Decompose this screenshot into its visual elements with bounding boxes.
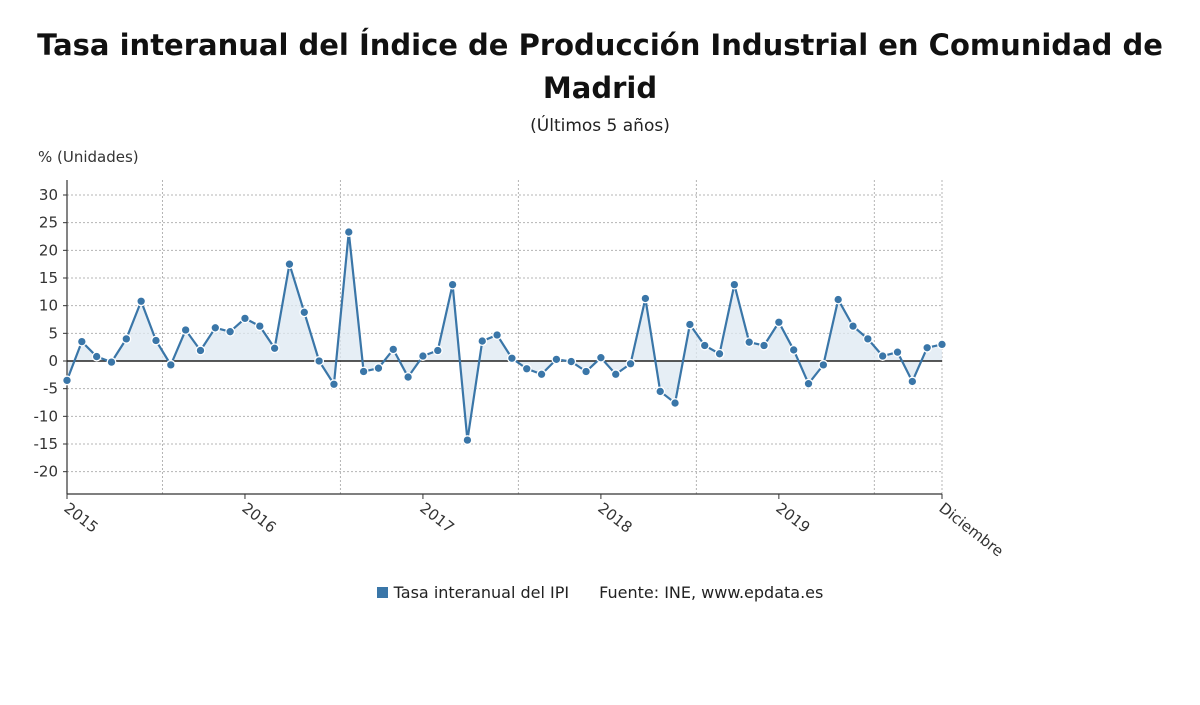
data-point [432, 345, 443, 356]
data-point [714, 348, 725, 359]
data-point [343, 227, 354, 238]
legend: Tasa interanual del IPI Fuente: INE, www.… [0, 583, 1200, 602]
legend-swatch [376, 587, 388, 598]
data-point [536, 369, 547, 380]
y-tick-label: -10 [34, 407, 59, 425]
data-point [625, 358, 636, 369]
data-point [655, 386, 666, 397]
data-point [848, 321, 858, 332]
data-point [670, 398, 681, 409]
x-tick-label: 2015 [61, 499, 102, 537]
y-tick-label: -5 [43, 380, 58, 398]
data-point [640, 293, 651, 304]
data-point [417, 351, 428, 361]
data-point [240, 313, 250, 324]
data-point [225, 326, 236, 337]
data-point [299, 307, 310, 318]
data-point [388, 344, 399, 355]
data-point [699, 340, 710, 351]
data-point [328, 379, 339, 390]
y-tick-label: 0 [48, 352, 58, 370]
data-point [373, 363, 384, 374]
data-point [684, 319, 695, 330]
data-point [833, 294, 844, 305]
data-point [462, 435, 473, 446]
data-point [877, 351, 888, 361]
data-point [210, 322, 221, 333]
data-point [862, 333, 873, 344]
series-area [67, 232, 942, 441]
data-point [358, 366, 369, 377]
y-tick-label: -15 [34, 435, 59, 453]
data-point [595, 352, 606, 363]
data-point [62, 375, 72, 386]
legend-series-label: Tasa interanual del IPI [393, 583, 570, 602]
y-tick-label: 25 [39, 214, 58, 232]
data-point [581, 366, 592, 377]
y-tick-label: 5 [48, 324, 58, 342]
data-point [773, 317, 784, 328]
chart-title: Tasa interanual del Índice de Producción… [37, 28, 1163, 105]
data-point [907, 376, 918, 387]
data-point [447, 279, 458, 290]
data-point [91, 351, 102, 362]
data-point [314, 356, 325, 366]
data-point [477, 336, 488, 347]
data-point [136, 296, 147, 307]
y-tick-label: 10 [39, 297, 58, 315]
data-point [254, 321, 265, 332]
data-point [744, 337, 755, 348]
data-point [566, 356, 577, 367]
data-point [195, 345, 206, 356]
data-point [922, 342, 933, 353]
data-point [165, 359, 176, 370]
data-point [818, 359, 829, 370]
x-tick-label: 2016 [239, 499, 280, 537]
data-point [937, 339, 947, 350]
x-tick-label: 2017 [416, 499, 457, 537]
data-point [610, 369, 621, 380]
data-point [492, 330, 503, 340]
data-point [759, 340, 769, 351]
series-line [65, 230, 943, 442]
y-tick-label: 15 [39, 269, 58, 287]
source-label: Fuente: INE, www.epdata.es [599, 583, 824, 602]
data-point [551, 354, 562, 365]
data-point [403, 372, 414, 382]
data-point [284, 259, 295, 270]
data-point [180, 325, 191, 335]
y-tick-label: 30 [39, 186, 58, 204]
data-point [788, 344, 799, 355]
data-point [892, 347, 903, 358]
data-point [76, 336, 87, 347]
data-point [121, 333, 132, 344]
data-point [106, 357, 117, 368]
x-tick-label: 2018 [594, 499, 635, 537]
x-tick-label: Diciembre [936, 499, 1007, 560]
data-point [729, 279, 740, 290]
y-tick-label: 20 [39, 241, 58, 259]
chart-subtitle: (Últimos 5 años) [530, 116, 670, 136]
data-point [506, 353, 517, 364]
data-point [521, 363, 532, 374]
data-point [269, 343, 280, 354]
data-point [803, 378, 814, 389]
y-axis-label: % (Unidades) [38, 148, 139, 166]
x-tick-label: 2019 [772, 499, 813, 537]
y-tick-label: -20 [34, 463, 59, 481]
data-point [151, 335, 161, 346]
